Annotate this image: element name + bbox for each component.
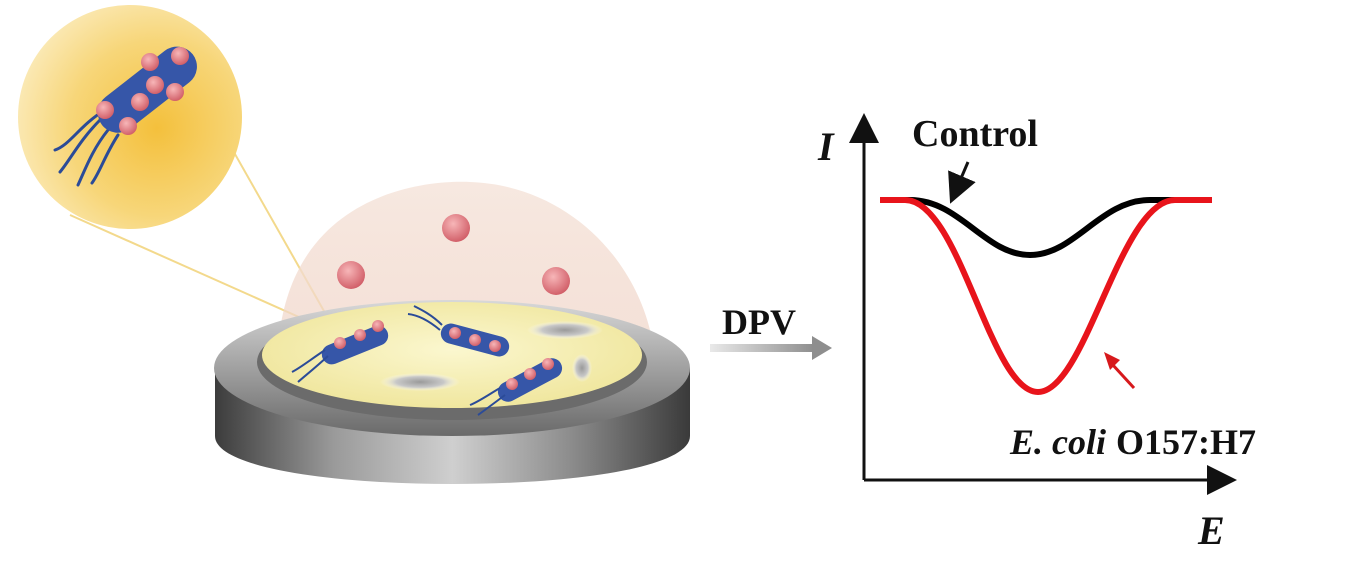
control-label: Control xyxy=(912,113,1038,155)
surface-bacteria xyxy=(291,305,563,416)
sample-label-species: E. coli xyxy=(1009,422,1106,462)
zoom-inset xyxy=(18,5,242,229)
control-pointer-arrow xyxy=(948,161,976,204)
dpv-arrow xyxy=(710,336,832,360)
control-curve xyxy=(880,197,1180,259)
sample-curve xyxy=(880,197,1212,396)
plot-axes xyxy=(849,113,1237,495)
sample-label: E. coli O157:H7 xyxy=(1009,422,1256,462)
sample-label-strain: O157:H7 xyxy=(1116,422,1256,462)
y-axis-label: I xyxy=(817,124,835,169)
free-nanoparticles xyxy=(337,214,570,295)
sample-pointer-arrow xyxy=(1104,352,1136,390)
x-axis-label: E xyxy=(1197,508,1225,553)
surface-aggregates xyxy=(380,321,603,391)
bacterium-zoomed xyxy=(53,46,197,187)
dpv-label: DPV xyxy=(722,302,796,342)
